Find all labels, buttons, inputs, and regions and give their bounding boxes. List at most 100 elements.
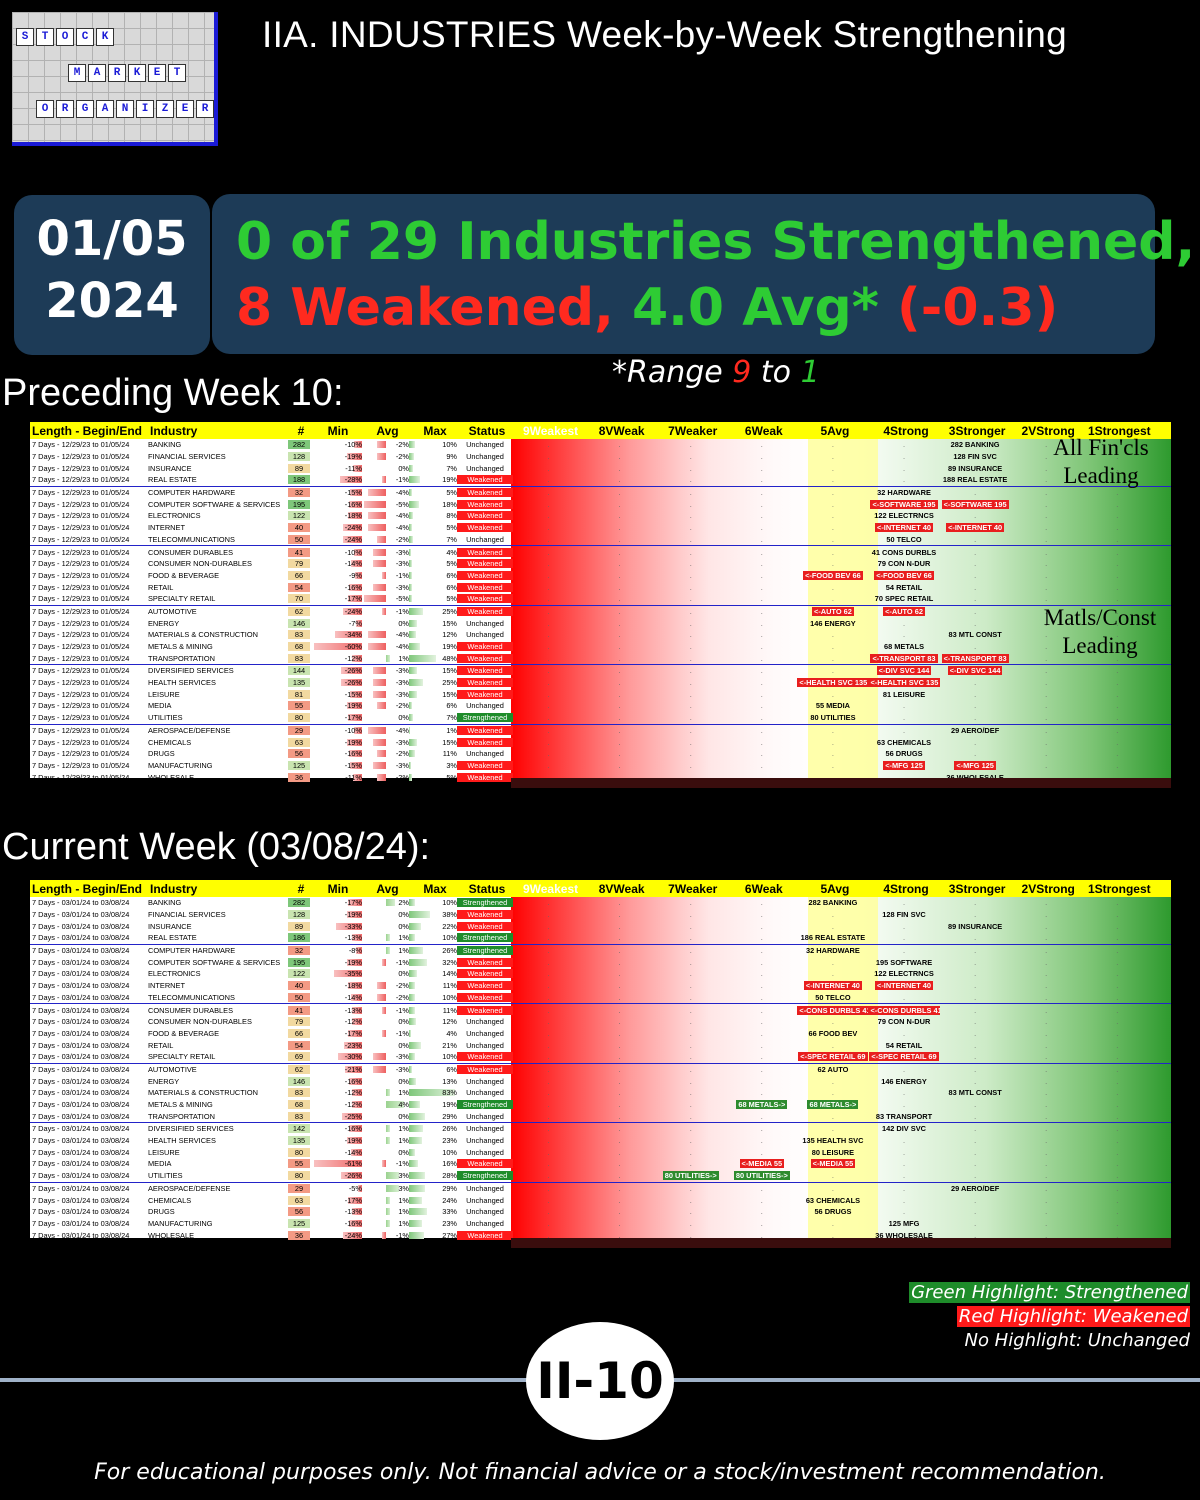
industry-cell: CONSUMER DURABLES [148, 1005, 234, 1015]
avg-cell: -1% [362, 1029, 409, 1038]
period-cell: 7 Days - 12/29/23 to 01/05/24 [32, 701, 130, 711]
zone-3-cell: . [974, 618, 977, 628]
industry-cell: FOOD & BEVERAGE [148, 1028, 220, 1038]
zone-8-cell: . [618, 642, 621, 652]
zone-5-cell: . [831, 689, 834, 699]
zone-label: <-MFG 125 [883, 760, 925, 770]
zone-2-cell: . [1045, 1159, 1048, 1169]
zone-9-cell: . [547, 463, 550, 473]
table-row: 7 Days - 03/01/24 to 03/08/24 FINANCIAL S… [30, 909, 1171, 921]
zone-8-cell: . [584, 773, 655, 782]
min-value: -24% [344, 1230, 362, 1240]
industry-cell: METALS & MINING [148, 1100, 213, 1110]
zone-label: 50 TELCO [886, 534, 922, 544]
max-cell: 19% [409, 642, 457, 651]
table-row: 7 Days - 12/29/23 to 01/05/24 CONSUMER NO… [30, 558, 1171, 570]
min-cell: -5% [310, 1184, 362, 1193]
zone-6-cell: . [760, 1207, 763, 1217]
avg-cell: 1% [362, 946, 409, 955]
zone-2-cell: . [1045, 630, 1048, 640]
max-value: 8% [446, 511, 457, 521]
avg-cell: -4% [362, 642, 409, 651]
zone-2-cell: . [1045, 1005, 1048, 1015]
zone-4-cell: 41 CONS DURBLS [868, 548, 939, 557]
status-cell: Strengthened [457, 898, 513, 908]
zone-7-cell: . [689, 1207, 692, 1217]
zone-7-cell: . [689, 642, 692, 652]
industry-cell: METALS & MINING [148, 642, 213, 652]
max-value: 7% [446, 713, 457, 723]
column-header: Status [468, 881, 506, 896]
zone-3-cell: . [974, 1230, 977, 1240]
avg-cell: -3% [362, 1065, 409, 1074]
zone-1-cell: . [1116, 725, 1119, 735]
table-row: 7 Days - 03/01/24 to 03/08/24 WHOLESALE 36… [30, 1229, 1171, 1241]
max-cell: 10% [409, 933, 457, 942]
min-value: -12% [344, 1100, 362, 1110]
zone-6-cell: . [760, 1040, 763, 1050]
min-cell: -19% [310, 910, 362, 919]
zone-4-cell: . [902, 946, 906, 956]
zone-2-cell: . [1045, 1040, 1048, 1050]
zone-3-cell: 83 MTL CONST [940, 630, 1011, 639]
min-value: -12% [344, 1088, 362, 1098]
industry-cell: REAL ESTATE [148, 475, 197, 485]
zone-1-cell: . [1116, 499, 1119, 509]
logo-letter: R [108, 64, 126, 82]
min-cell: -11% [310, 464, 362, 473]
period-cell: 7 Days - 03/01/24 to 03/08/24 [32, 1183, 130, 1193]
zone-6-cell: . [760, 1088, 763, 1098]
count-cell: 56 [288, 1207, 310, 1217]
zone-8-cell: . [618, 559, 621, 569]
avg-value: 0% [398, 463, 409, 473]
zone-9-cell: . [547, 1136, 550, 1146]
period-cell: 7 Days - 03/01/24 to 03/08/24 [32, 1230, 130, 1240]
min-cell: -26% [310, 666, 362, 675]
zone-4-cell: <-MFG 125 [868, 760, 939, 770]
zone-label: 63 CHEMICALS [805, 1195, 861, 1205]
zone-7-cell: . [689, 1064, 692, 1074]
avg-cell: -2% [362, 535, 409, 544]
max-cell: 28% [409, 1171, 457, 1180]
max-cell: 6% [409, 583, 457, 592]
period-cell: 7 Days - 03/01/24 to 03/08/24 [32, 1136, 130, 1146]
zone-1-cell: . [1116, 570, 1119, 580]
avg-cell: -2% [362, 701, 409, 710]
avg-cell: -2% [362, 993, 409, 1002]
period-cell: 7 Days - 03/01/24 to 03/08/24 [32, 1159, 130, 1169]
zone-8-cell: . [618, 1136, 621, 1146]
period-cell: 7 Days - 12/29/23 to 01/05/24 [32, 463, 130, 473]
zone-1-cell: . [1116, 969, 1119, 979]
table-row: 7 Days - 03/01/24 to 03/08/24 COMPUTER SO… [30, 956, 1171, 968]
logo-letter: A [88, 64, 106, 82]
zone-8-cell: . [618, 499, 621, 509]
status-cell: Unchanged [466, 1147, 504, 1157]
zone-1-cell: . [1116, 910, 1119, 920]
avg-value: 2% [398, 898, 409, 908]
zone-7-cell: . [689, 511, 692, 521]
zone-8-cell: . [618, 689, 621, 699]
period-cell: 7 Days - 12/29/23 to 01/05/24 [32, 475, 130, 485]
range-from: 9 [732, 355, 752, 390]
zone-label: <-DIV SVC 144 [876, 666, 932, 676]
min-cell: -60% [310, 642, 362, 651]
min-cell: -8% [310, 946, 362, 955]
avg-value: -3% [395, 737, 409, 747]
avg-cell: -1% [362, 1159, 409, 1168]
min-cell: -24% [310, 523, 362, 532]
table-row: 7 Days - 03/01/24 to 03/08/24 UTILITIES 80… [30, 1170, 1171, 1182]
logo-letter: S [16, 28, 34, 46]
zone-8-cell: . [618, 582, 621, 592]
zone-5-cell: <-MEDIA 55 [797, 1159, 868, 1169]
zone-9-cell: . [547, 1195, 550, 1205]
zone-label: <-INTERNET 40 [875, 981, 934, 991]
max-cell: 23% [409, 1219, 457, 1228]
status-cell: Unchanged [466, 1076, 504, 1086]
zone-5-cell: . [831, 969, 834, 979]
period-cell: 7 Days - 12/29/23 to 01/05/24 [32, 523, 130, 533]
zone-3-cell: . [974, 1040, 977, 1050]
avg-value: 0% [398, 969, 409, 979]
count-cell: 41 [288, 1005, 310, 1015]
industry-cell: CONSUMER DURABLES [148, 547, 234, 557]
zone-6-cell: . [760, 1005, 763, 1015]
